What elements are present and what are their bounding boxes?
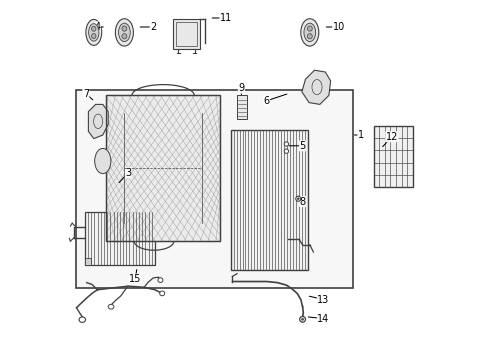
Text: 4: 4 bbox=[95, 22, 100, 32]
Text: 8: 8 bbox=[299, 197, 306, 207]
Ellipse shape bbox=[160, 291, 165, 296]
Ellipse shape bbox=[297, 198, 299, 200]
Bar bbox=[106, 95, 220, 241]
Bar bbox=[106, 95, 220, 241]
Ellipse shape bbox=[300, 316, 305, 322]
Bar bbox=[373, 126, 413, 187]
Ellipse shape bbox=[86, 19, 102, 45]
Text: 3: 3 bbox=[125, 168, 131, 178]
Bar bbox=[176, 22, 197, 46]
Polygon shape bbox=[302, 70, 331, 104]
Text: 13: 13 bbox=[318, 294, 330, 305]
Text: 12: 12 bbox=[386, 132, 398, 142]
Text: 10: 10 bbox=[333, 22, 345, 32]
Ellipse shape bbox=[296, 196, 301, 201]
Bar bbox=[231, 130, 308, 270]
Text: 15: 15 bbox=[129, 274, 142, 284]
Text: 11: 11 bbox=[220, 13, 232, 23]
Text: 6: 6 bbox=[264, 96, 270, 106]
Ellipse shape bbox=[92, 26, 96, 31]
Ellipse shape bbox=[122, 33, 127, 39]
Ellipse shape bbox=[79, 317, 86, 323]
Ellipse shape bbox=[119, 23, 130, 42]
Ellipse shape bbox=[304, 23, 316, 42]
Text: 9: 9 bbox=[238, 83, 245, 93]
Ellipse shape bbox=[95, 148, 111, 174]
Text: 2: 2 bbox=[150, 22, 156, 32]
Ellipse shape bbox=[89, 24, 99, 41]
Ellipse shape bbox=[301, 318, 304, 321]
Ellipse shape bbox=[284, 149, 289, 153]
Ellipse shape bbox=[284, 142, 289, 146]
Text: 7: 7 bbox=[83, 89, 89, 99]
Ellipse shape bbox=[122, 26, 127, 31]
Bar bbox=[237, 95, 247, 119]
Ellipse shape bbox=[307, 26, 312, 31]
Ellipse shape bbox=[92, 33, 96, 39]
Ellipse shape bbox=[116, 19, 133, 46]
Bar bbox=[106, 95, 220, 241]
Bar bbox=[173, 19, 200, 49]
Bar bbox=[76, 90, 353, 288]
Ellipse shape bbox=[301, 19, 319, 46]
Polygon shape bbox=[88, 104, 108, 139]
Text: 1: 1 bbox=[358, 130, 364, 140]
Text: 14: 14 bbox=[318, 314, 330, 324]
Ellipse shape bbox=[158, 278, 163, 282]
Bar bbox=[85, 212, 155, 265]
Bar bbox=[85, 258, 91, 265]
Ellipse shape bbox=[108, 305, 114, 309]
Ellipse shape bbox=[307, 33, 312, 39]
Text: 5: 5 bbox=[299, 141, 306, 151]
